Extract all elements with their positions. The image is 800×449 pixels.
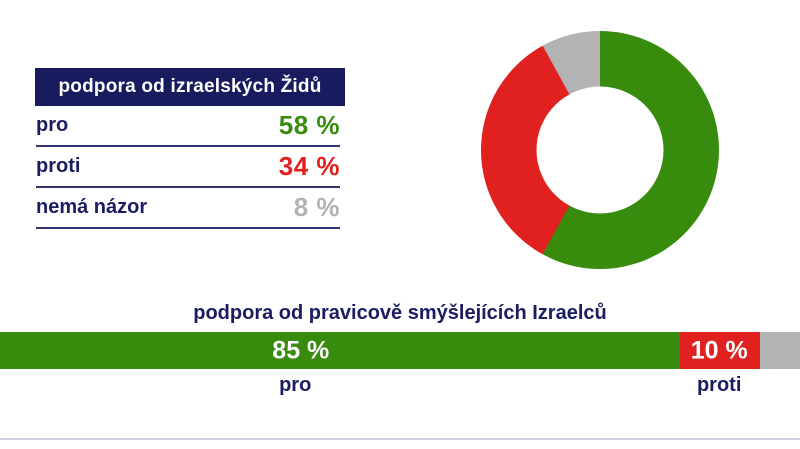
row-value-proti: 34 % [278, 151, 340, 181]
support-table-title: podpora od izraelských Židů [35, 68, 345, 106]
row-label-proti: proti [36, 155, 81, 177]
footer-divider-line [0, 438, 800, 440]
bar-value-proti: 10 % [690, 336, 748, 364]
support-table: podpora od izraelských Židů pro 58 % pro… [35, 68, 345, 229]
bar-axis-label-pro: pro [279, 374, 312, 396]
table-row-pro: pro 58 % [36, 106, 340, 147]
bar-segment-proti [680, 332, 760, 369]
table-row-nema-nazor: nemá názor 8 % [36, 188, 340, 229]
stacked-bar-chart: 85 % 10 % [0, 332, 800, 369]
support-table-rows: pro 58 % proti 34 % nemá názor 8 % [36, 106, 340, 229]
bar-segment-pro [0, 332, 680, 369]
table-row-proti: proti 34 % [36, 147, 340, 188]
row-label-pro: pro [36, 114, 69, 136]
bar-segment-rest [760, 332, 800, 369]
donut-chart [481, 31, 719, 269]
bar-chart-title: podpora od pravicově smýšlejících Izrael… [193, 302, 607, 324]
bar-axis-labels: pro proti [0, 374, 800, 400]
row-value-pro: 58 % [278, 110, 340, 140]
bar-value-pro: 85 % [272, 336, 330, 364]
row-value-nema-nazor: 8 % [293, 192, 340, 222]
bar-axis-label-proti: proti [696, 374, 742, 396]
row-label-nema-nazor: nemá názor [36, 196, 148, 218]
donut-chart-hole [536, 86, 664, 214]
